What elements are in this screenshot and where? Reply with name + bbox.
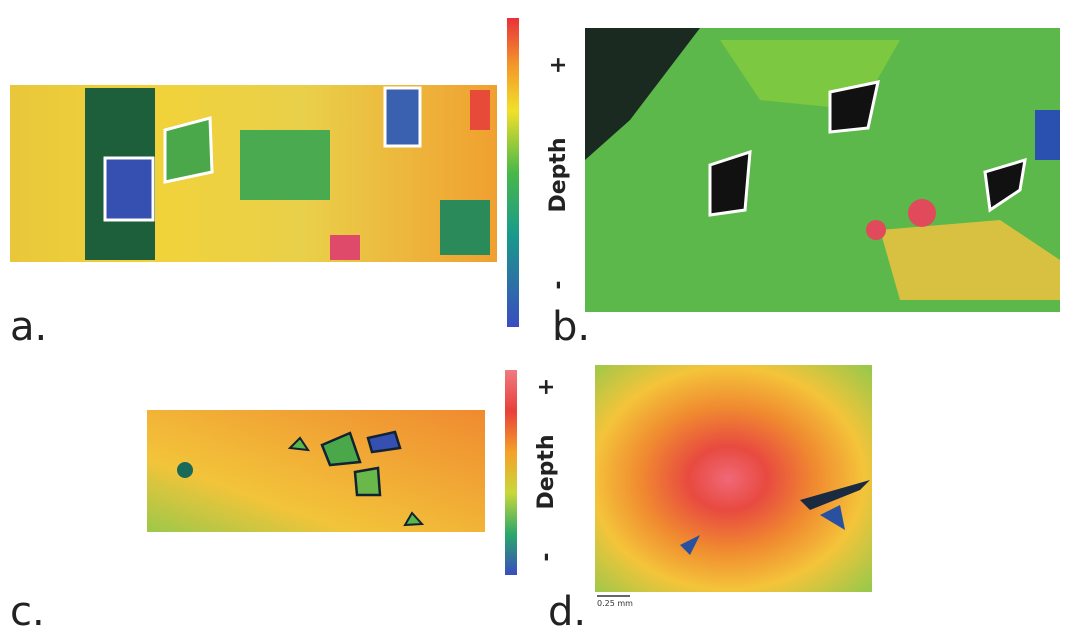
panel-label: c. <box>10 589 45 634</box>
panel-d-image <box>595 365 872 592</box>
colorbar-minus: - <box>534 552 559 561</box>
colorbar-title: Depth <box>546 137 571 212</box>
scale-bar-label: 0.25 mm <box>597 599 633 608</box>
colorbar <box>507 18 519 327</box>
colorbar <box>505 370 517 575</box>
colorbar-plus: + <box>546 56 571 74</box>
colorbar-minus: - <box>546 280 571 289</box>
panel-label: a. <box>10 304 47 350</box>
colorbar-plus: + <box>534 378 559 396</box>
panel-a-image <box>10 85 497 262</box>
panel-label: d. <box>548 589 586 634</box>
panel-c-image <box>147 410 485 532</box>
panel-label: b. <box>552 304 590 350</box>
colorbar-title: Depth <box>534 434 559 509</box>
panel-b-image <box>585 28 1060 312</box>
